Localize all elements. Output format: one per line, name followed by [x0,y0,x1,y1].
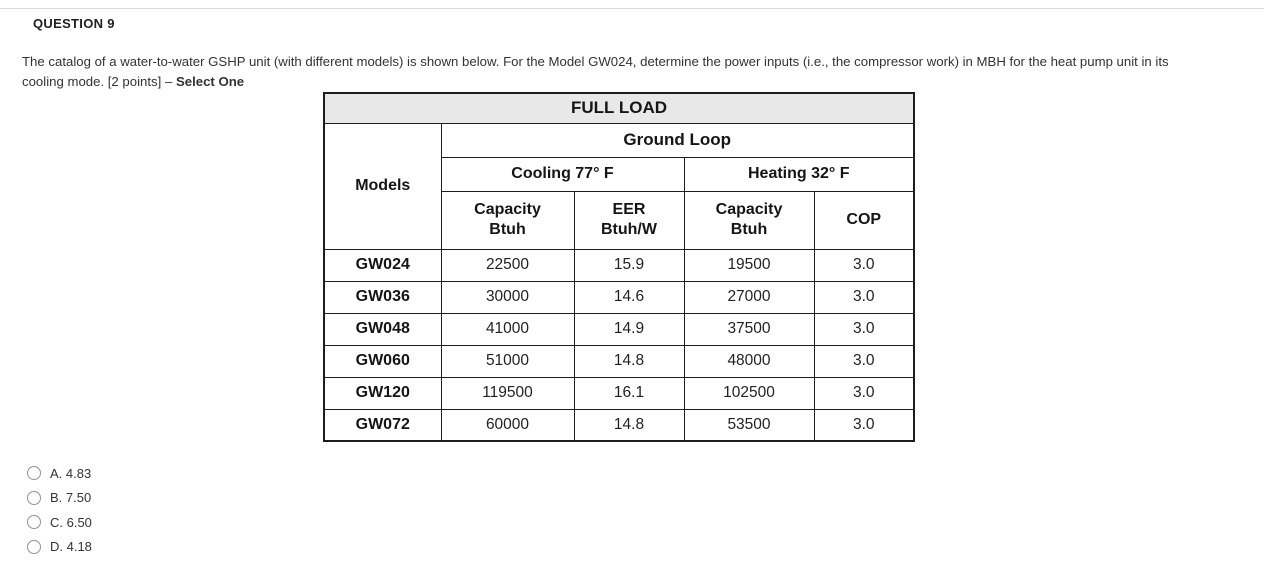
eer-cell: 14.6 [573,280,685,314]
catalog-table: FULL LOAD Models Ground Loop Cooling 77°… [323,92,915,442]
question-text-line2: cooling mode. [2 points] – Select One [22,74,245,89]
eer-cell: 14.8 [573,344,685,378]
model-cell: GW120 [323,376,442,410]
table-row: GW024 22500 15.9 19500 3.0 [323,248,915,282]
heating-capacity-cell: 53500 [683,408,815,442]
heating-header: Heating 32° F [683,156,915,192]
heating-capacity-cell: 19500 [683,248,815,282]
answer-option-label[interactable]: A. 4.83 [50,465,92,481]
heating-capacity-cell: 48000 [683,344,815,378]
ground-loop-header: Ground Loop [440,122,915,158]
heating-capacity-header: Capacity Btuh [683,190,815,250]
eer-cell: 14.9 [573,312,685,346]
models-column-header: Models [323,122,442,250]
cooling-capacity-cell: 60000 [440,408,575,442]
cop-cell: 3.0 [813,248,915,282]
table-row: GW036 30000 14.6 27000 3.0 [323,280,915,314]
question-text: The catalog of a water-to-water GSHP uni… [22,52,1169,92]
answer-option-label[interactable]: D. 4.18 [50,539,92,554]
heating-capacity-cell: 27000 [683,280,815,314]
cooling-capacity-cell: 51000 [440,344,575,378]
eer-header: EER Btuh/W [573,190,685,250]
answer-option-b[interactable]: B. 7.50 [27,490,92,505]
answer-option-label[interactable]: B. 7.50 [50,490,92,505]
cop-cell: 3.0 [813,344,915,378]
answer-option-c[interactable]: C. 6.50 [27,514,92,530]
model-cell: GW060 [323,344,442,378]
cooling-header: Cooling 77° F [440,156,685,192]
cooling-capacity-header: Capacity Btuh [440,190,575,250]
table-row: GW048 41000 14.9 37500 3.0 [323,312,915,346]
cooling-capacity-cell: 22500 [440,248,575,282]
cop-cell: 3.0 [813,408,915,442]
answer-option-a[interactable]: A. 4.83 [27,465,92,481]
eer-cell: 16.1 [573,376,685,410]
cop-cell: 3.0 [813,280,915,314]
cooling-capacity-cell: 41000 [440,312,575,346]
model-cell: GW024 [323,248,442,282]
table-row: GW072 60000 14.8 53500 3.0 [323,408,915,442]
cooling-capacity-cell: 119500 [440,376,575,410]
model-cell: GW036 [323,280,442,314]
radio-button[interactable] [27,490,41,505]
table-row: GW120 119500 16.1 102500 3.0 [323,376,915,410]
cop-header: COP [813,190,915,250]
eer-cell: 14.8 [573,408,685,442]
table-title-full-load: FULL LOAD [323,92,915,124]
heating-capacity-cell: 102500 [683,376,815,410]
question-text-line1: The catalog of a water-to-water GSHP uni… [22,54,1169,69]
cop-cell: 3.0 [813,376,915,410]
eer-cell: 15.9 [573,248,685,282]
heating-capacity-cell: 37500 [683,312,815,346]
cooling-capacity-cell: 30000 [440,280,575,314]
model-cell: GW072 [323,408,442,442]
question-number-heading: QUESTION 9 [33,16,115,31]
radio-button[interactable] [27,515,41,529]
cop-cell: 3.0 [813,312,915,346]
top-divider [0,8,1264,9]
answer-option-d[interactable]: D. 4.18 [27,539,92,554]
select-one-label: Select One [175,74,245,89]
answer-option-label[interactable]: C. 6.50 [50,514,92,530]
table-row: GW060 51000 14.8 48000 3.0 [323,344,915,378]
answer-options: A. 4.83 B. 7.50 C. 6.50 D. 4.18 [27,466,92,564]
model-cell: GW048 [323,312,442,346]
radio-button[interactable] [27,466,41,480]
radio-button[interactable] [27,539,41,554]
